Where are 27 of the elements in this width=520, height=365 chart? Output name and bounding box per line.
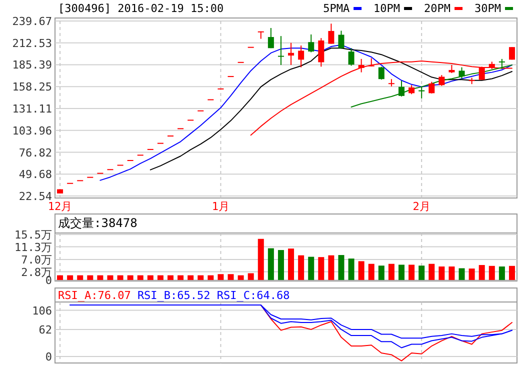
series-label: RSI_C:64.68 (216, 289, 290, 302)
y-tick-label: 212.53 (12, 36, 52, 50)
y-tick-label: 62 (38, 323, 52, 336)
legend-label: 30PM (474, 2, 502, 15)
text: RSI_A:76.07 (58, 289, 131, 302)
legend-label: 10PM (374, 2, 400, 15)
legend-label: 5PMA (323, 2, 350, 15)
y-tick-label: 158.25 (12, 80, 52, 94)
chart-title: [300496] 2016-02-19 15:00 (58, 2, 224, 15)
chart-title: 成交量:38478 (58, 216, 138, 230)
x-tick-label: 2月 (412, 200, 430, 213)
y-tick-label: 49.68 (18, 168, 52, 182)
y-tick-label: 7.0万 (21, 253, 52, 266)
y-tick-label: 239.67 (12, 15, 52, 28)
y-tick-label: 106 (32, 304, 52, 318)
legend-label: 20PM (424, 2, 451, 15)
y-tick-label: 131.11 (12, 102, 52, 116)
y-tick-label: 11.3万 (14, 240, 52, 254)
x-tick-label: 1月 (212, 200, 230, 213)
y-tick-label: 185.39 (12, 58, 52, 72)
series-label: RSI_B:65.52 (137, 289, 210, 302)
y-tick-label: 0 (45, 350, 52, 364)
y-tick-label: 76.82 (18, 146, 52, 160)
y-tick-label: 103.96 (12, 124, 52, 138)
y-tick-label: 15.5万 (14, 228, 52, 242)
x-tick-label: 12月 (48, 200, 72, 213)
y-tick-label: 22.54 (18, 190, 52, 203)
